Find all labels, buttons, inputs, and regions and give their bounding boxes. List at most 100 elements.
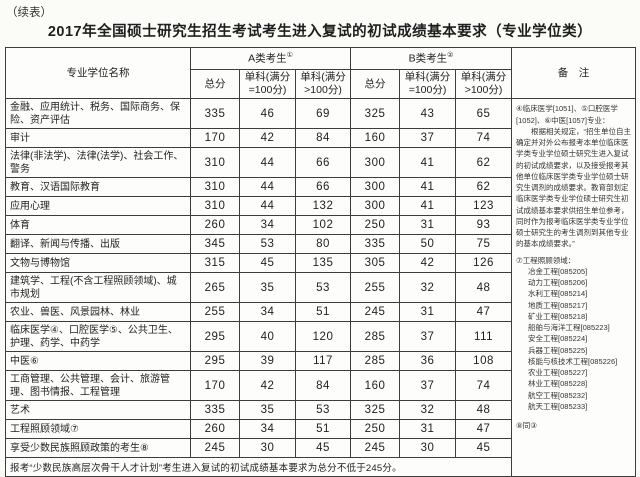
score-cell: 93	[455, 215, 513, 236]
score-cell: 35	[239, 400, 296, 421]
score-cell: 39	[239, 351, 296, 372]
score-cell: 41	[399, 147, 457, 179]
score-cell: 53	[239, 234, 296, 255]
degree-name-cell: 翻译、新闻与传播、出版	[5, 234, 191, 255]
score-cell: 62	[455, 177, 513, 198]
degree-name-cell: 应用心理	[5, 196, 191, 217]
score-cell: 46	[239, 98, 296, 130]
score-cell: 34	[239, 215, 296, 236]
score-cell: 41	[399, 196, 457, 217]
engineering-field-item: 林业工程[085228]	[528, 379, 588, 389]
score-cell: 315	[190, 253, 240, 274]
table-row: 临床医学④、口腔医学⑤、公共卫生、护理、药学、中药学 295 40 120 28…	[5, 321, 636, 353]
minority-plan-footnote: 报考“少数民族高层次骨干人才计划”考生进入复试的初试成绩基本要求为总分不低于24…	[4, 457, 513, 477]
score-cell: 74	[455, 370, 513, 402]
score-cell: 42	[239, 128, 296, 149]
score-cell: 47	[455, 419, 513, 440]
score-cell: 335	[350, 234, 401, 255]
score-cell: 295	[190, 321, 240, 353]
degree-name-cell: 建筑学、工程(不含工程照顾领域)、城市规划	[5, 272, 191, 304]
score-cell: 250	[350, 419, 401, 440]
degree-name-cell: 享受少数民族照顾政策的考生⑧	[5, 438, 191, 459]
page-title: 2017年全国硕士研究生招生考试考生进入复试的初试成绩基本要求（专业学位类）	[47, 24, 593, 40]
score-cell: 300	[350, 147, 401, 179]
degree-name-cell: 体育	[5, 215, 191, 236]
score-cell: 34	[239, 419, 296, 440]
score-cell: 120	[294, 321, 352, 353]
score-cell: 126	[455, 253, 513, 274]
degree-name-cell: 艺术	[5, 400, 191, 421]
score-cell: 160	[350, 128, 401, 149]
header-a-single-eq100: 单科(满分=100分)	[239, 68, 296, 100]
header-remarks: 备 注	[511, 46, 637, 100]
score-cell: 45	[455, 438, 513, 459]
score-cell: 345	[190, 234, 240, 255]
table-row: 建筑学、工程(不含工程照顾领域)、城市规划 265 35 53 255 32 4…	[5, 272, 636, 304]
table-row: 中医⑥ 295 39 117 285 36 108	[5, 351, 636, 372]
score-cell: 37	[399, 128, 457, 149]
degree-name-cell: 农业、兽医、风景园林、林业	[5, 302, 191, 323]
score-cell: 62	[455, 147, 513, 179]
score-cell: 265	[190, 272, 240, 304]
score-cell: 35	[239, 272, 296, 304]
score-requirements-table: 专业学位名称 A类考生① B类考生② 备 注 总分 单科(满分=100分) 单科…	[4, 46, 637, 477]
header-a-total: 总分	[190, 68, 240, 100]
group-a-note-ref: ①	[286, 51, 293, 59]
score-cell: 80	[294, 234, 352, 255]
engineering-field-item: 冶金工程[085205]	[528, 266, 588, 276]
header-group-a: A类考生①	[189, 47, 352, 70]
score-cell: 135	[294, 253, 352, 274]
score-cell: 43	[399, 98, 457, 130]
score-cell: 42	[399, 253, 457, 274]
table-row: 艺术 335 35 53 325 32 48	[5, 400, 636, 421]
score-cell: 32	[399, 400, 457, 421]
score-cell: 40	[239, 321, 296, 353]
score-cell: 66	[294, 147, 352, 179]
score-cell: 44	[239, 177, 296, 198]
remark-same-as-note: ⑧同③	[516, 421, 537, 430]
score-cell: 51	[294, 419, 352, 440]
score-cell: 310	[190, 177, 240, 198]
score-cell: 285	[350, 321, 401, 353]
score-cell: 132	[294, 196, 352, 217]
score-cell: 102	[294, 215, 352, 236]
degree-name-cell: 工商管理、公共管理、会计、旅游管理、图书情报、工程管理	[5, 370, 191, 402]
score-cell: 325	[350, 98, 401, 130]
score-cell: 170	[190, 370, 240, 402]
score-cell: 111	[455, 321, 513, 353]
engineering-field-list: 冶金工程[085205] 动力工程[085206] 水利工程[085214] 地…	[516, 266, 632, 412]
score-cell: 44	[239, 196, 296, 217]
degree-name-cell: 中医⑥	[5, 351, 191, 372]
score-cell: 50	[399, 234, 457, 255]
score-cell: 45	[294, 438, 352, 459]
continued-table-label: （续表）	[6, 7, 52, 19]
score-cell: 325	[350, 400, 401, 421]
score-cell: 69	[294, 98, 352, 130]
header-a-single-gt100: 单科(满分>100分)	[294, 68, 352, 100]
group-b-note-ref: ②	[447, 51, 454, 59]
degree-name-cell: 工程照顾领域⑦	[5, 419, 191, 440]
header-row-groups: 专业学位名称 A类考生① B类考生② 备 注	[5, 46, 637, 100]
score-cell: 45	[239, 253, 296, 274]
score-cell: 31	[399, 215, 457, 236]
remark-clinical-body: 根据相关规定，“招生单位自主确定并对外公布报考本单位临床医学类专业学位硕士研究生…	[516, 126, 632, 249]
degree-name-cell: 文物与博物馆	[5, 253, 191, 274]
score-cell: 295	[190, 351, 240, 372]
score-cell: 65	[455, 98, 513, 130]
engineering-field-item: 动力工程[085206]	[528, 278, 588, 287]
score-cell: 84	[294, 128, 352, 149]
engineering-field-item: 船舶与海洋工程[085223]	[528, 323, 610, 332]
score-cell: 37	[399, 321, 457, 353]
score-cell: 300	[350, 196, 401, 217]
engineering-field-item: 航空工程[085232]	[528, 390, 588, 400]
score-cell: 47	[455, 302, 513, 323]
score-cell: 245	[190, 438, 240, 459]
score-cell: 255	[190, 302, 240, 323]
score-cell: 51	[294, 302, 352, 323]
score-cell: 42	[239, 370, 296, 402]
score-cell: 84	[294, 370, 352, 402]
score-cell: 41	[399, 177, 457, 198]
score-cell: 300	[350, 177, 401, 198]
table-row: 法律(非法学)、法律(法学)、社会工作、警务 310 44 66 300 41 …	[5, 147, 636, 179]
